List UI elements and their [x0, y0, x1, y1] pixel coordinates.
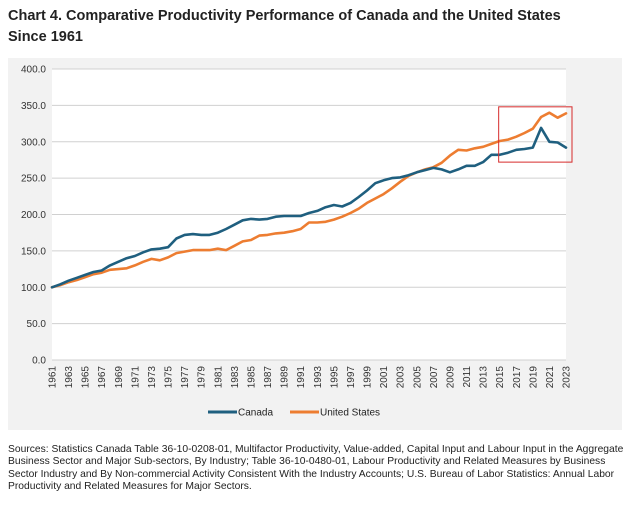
legend: Canada United States	[208, 408, 380, 419]
chart-panel: 0.0 50.0 100.0 150.0 200.0 250.0 300.0 350.0 400…	[8, 58, 622, 430]
x-tick-label: 2003	[396, 366, 407, 389]
x-tick-label: 2007	[429, 366, 440, 389]
x-tick-label: 1969	[114, 366, 125, 389]
x-tick-label: 1961	[48, 366, 59, 389]
x-tick-label: 1965	[81, 366, 92, 389]
highlight-box	[498, 106, 573, 163]
x-tick-label: 1999	[363, 366, 374, 389]
x-tick-label: 1987	[263, 366, 274, 389]
series-united-states-line	[50, 111, 568, 289]
y-tick-label: 250.0	[21, 174, 46, 185]
x-tick-label: 2019	[528, 366, 539, 389]
x-tick-label: 1981	[213, 366, 224, 389]
legend-us-label: United States	[320, 408, 380, 419]
x-tick-label: 1979	[197, 366, 208, 389]
x-tick-label: 2017	[512, 366, 523, 389]
chart-title: Chart 4. Comparative Productivity Perfor…	[8, 6, 608, 48]
x-tick-label: 1963	[64, 366, 75, 389]
x-tick-label: 1995	[329, 366, 340, 389]
y-tick-label: 200.0	[21, 210, 46, 221]
x-tick-label: 1975	[164, 366, 175, 389]
legend-canada-label: Canada	[238, 408, 273, 419]
chart-title-line-1: Chart 4. Comparative Productivity Perfor…	[8, 8, 561, 24]
x-tick-label: 2011	[462, 366, 473, 388]
y-tick-label: 300.0	[21, 137, 46, 148]
x-tick-label: 1985	[246, 366, 257, 389]
x-tick-label: 1997	[346, 366, 357, 389]
x-tick-label: 2023	[562, 366, 573, 389]
y-tick-label: 350.0	[21, 101, 46, 112]
x-tick-label: 1991	[296, 366, 307, 389]
x-tick-label: 1989	[280, 366, 291, 389]
y-tick-label: 0.0	[32, 356, 46, 367]
x-tick-label: 2005	[412, 366, 423, 389]
x-tick-label: 1977	[180, 366, 191, 389]
y-tick-label: 50.0	[27, 319, 47, 330]
x-tick-label: 2009	[445, 366, 456, 389]
source-note: Sources: Statistics Canada Table 36-10-0…	[8, 444, 624, 493]
y-tick-label: 100.0	[21, 283, 46, 294]
x-tick-label: 1983	[230, 366, 241, 389]
y-tick-label: 400.0	[21, 65, 46, 76]
line-chart: 0.0 50.0 100.0 150.0 200.0 250.0 300.0 350.0 400…	[21, 65, 573, 419]
x-tick-label: 1971	[130, 366, 141, 389]
x-tick-label: 2013	[479, 366, 490, 389]
x-tick-label: 1973	[147, 366, 158, 389]
y-tick-label: 150.0	[21, 246, 46, 257]
x-tick-label: 1993	[313, 366, 324, 389]
chart-title-line-2: Since 1961	[8, 29, 83, 45]
x-tick-label: 2021	[545, 366, 556, 389]
series-canada-line	[50, 126, 568, 289]
x-tick-label: 2001	[379, 366, 390, 389]
x-tick-label: 2015	[495, 366, 506, 389]
x-tick-label: 1967	[97, 366, 108, 389]
